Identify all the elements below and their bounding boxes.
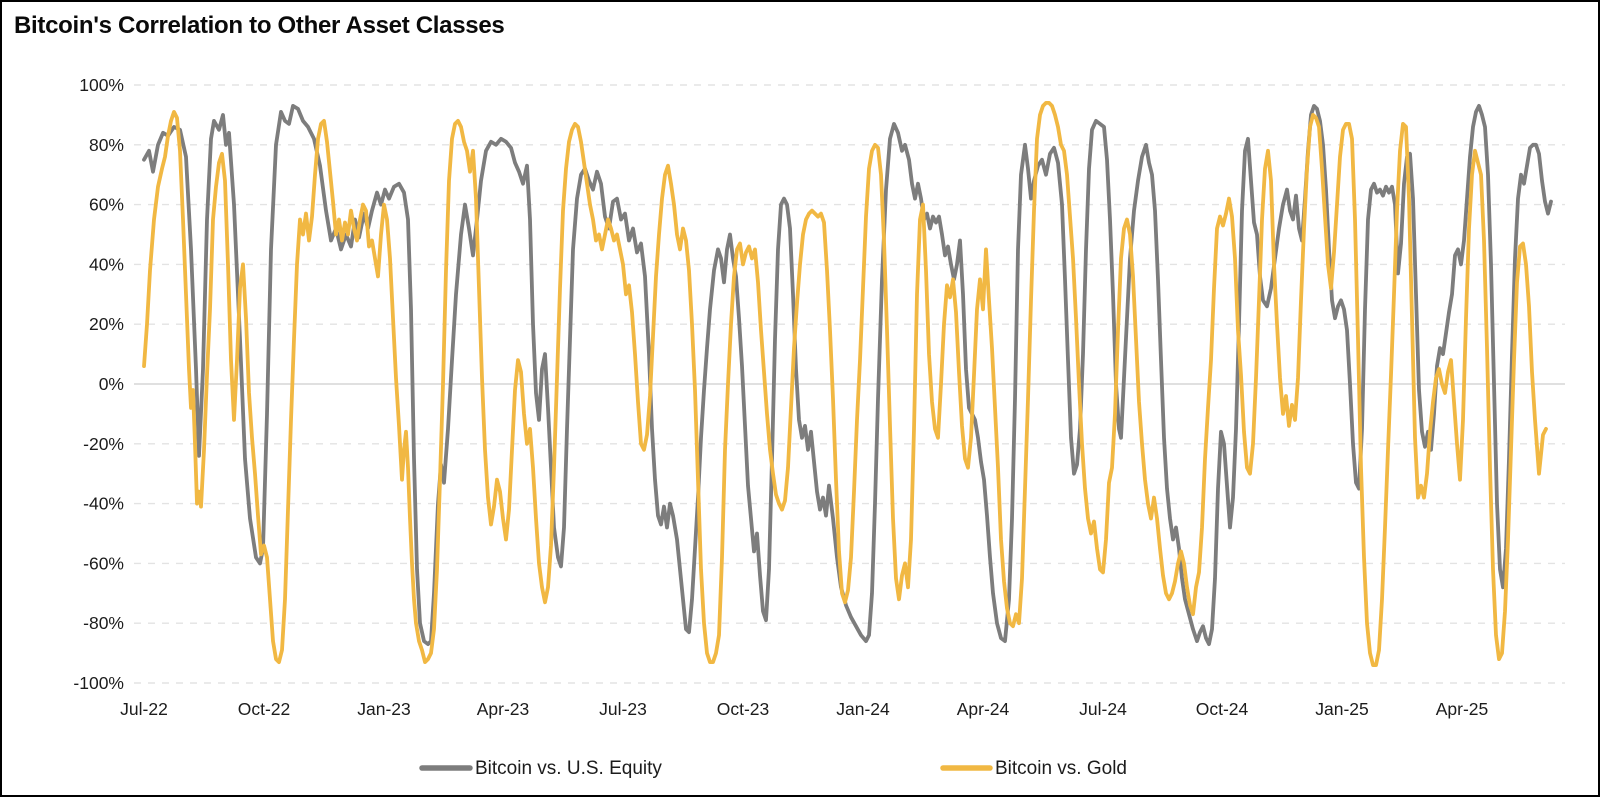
x-tick-label: Oct-22 — [238, 699, 291, 719]
y-tick-label: 20% — [89, 314, 124, 334]
y-tick-label: 100% — [79, 75, 124, 95]
x-tick-label: Apr-25 — [1436, 699, 1489, 719]
x-tick-label: Jul-24 — [1079, 699, 1127, 719]
series-lines — [142, 101, 1553, 667]
x-tick-label: Jan-25 — [1315, 699, 1369, 719]
y-tick-label: -80% — [83, 613, 124, 633]
x-tick-label: Apr-24 — [957, 699, 1010, 719]
legend-label-us-equity: Bitcoin vs. U.S. Equity — [475, 758, 662, 779]
x-axis-tick-labels: Jul-22 Oct-22 Jan-23 Apr-23 Jul-23 Oct-23 Jan-… — [120, 699, 1488, 719]
chart-title: Bitcoin's Correlation to Other Asset Cla… — [14, 12, 505, 39]
x-tick-label: Oct-23 — [717, 699, 770, 719]
x-tick-label: Jul-23 — [599, 699, 647, 719]
y-tick-label: 80% — [89, 135, 124, 155]
legend-label-gold: Bitcoin vs. Gold — [995, 758, 1127, 779]
y-tick-label: -100% — [73, 673, 124, 693]
x-tick-label: Jan-24 — [836, 699, 890, 719]
series-line-us-equity — [142, 104, 1553, 646]
legend: Bitcoin vs. U.S. Equity Bitcoin vs. Gold — [419, 758, 1127, 779]
y-axis-tick-labels: 100% 80% 60% 40% 20% 0% -20% -40% -60% -80% -100% — [73, 75, 124, 693]
x-tick-label: Apr-23 — [477, 699, 530, 719]
x-tick-label: Jan-23 — [357, 699, 411, 719]
series-line-gold — [142, 101, 1548, 667]
y-tick-label: 0% — [99, 374, 124, 394]
y-tick-label: 60% — [89, 195, 124, 215]
y-tick-label: -20% — [83, 434, 124, 454]
x-tick-label: Jul-22 — [120, 699, 168, 719]
y-tick-label: -40% — [83, 494, 124, 514]
y-tick-label: -60% — [83, 553, 124, 573]
y-tick-label: 40% — [89, 254, 124, 274]
x-tick-label: Oct-24 — [1196, 699, 1249, 719]
